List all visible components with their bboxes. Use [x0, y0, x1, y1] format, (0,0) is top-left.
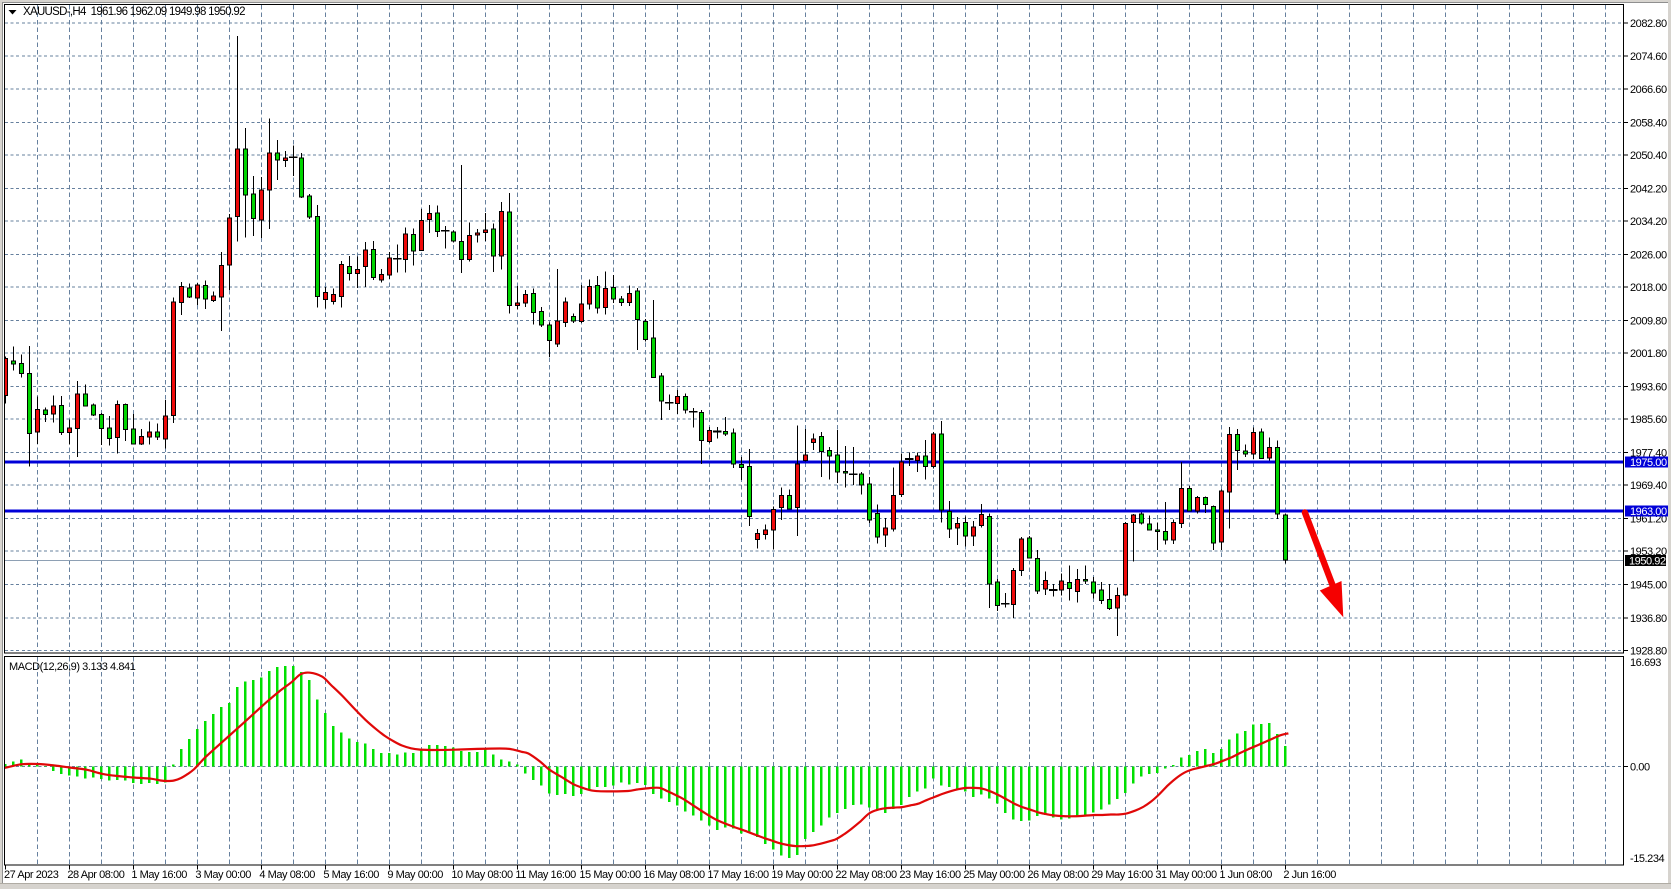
- svg-text:19 May 00:00: 19 May 00:00: [771, 869, 833, 881]
- svg-text:26 May 08:00: 26 May 08:00: [1027, 869, 1089, 881]
- svg-text:3 May 00:00: 3 May 00:00: [195, 869, 251, 881]
- svg-text:1 May 16:00: 1 May 16:00: [131, 869, 187, 881]
- svg-text:10 May 08:00: 10 May 08:00: [451, 869, 513, 881]
- svg-text:1 Jun 08:00: 1 Jun 08:00: [1219, 869, 1272, 881]
- svg-text:2 Jun 16:00: 2 Jun 16:00: [1283, 869, 1336, 881]
- svg-text:31 May 00:00: 31 May 00:00: [1155, 869, 1217, 881]
- svg-text:2009.80: 2009.80: [1630, 315, 1667, 327]
- svg-text:2074.60: 2074.60: [1630, 51, 1667, 63]
- svg-text:27 Apr 2023: 27 Apr 2023: [4, 869, 59, 881]
- svg-text:23 May 16:00: 23 May 16:00: [899, 869, 961, 881]
- svg-text:1985.60: 1985.60: [1630, 414, 1667, 426]
- svg-text:15 May 00:00: 15 May 00:00: [579, 869, 641, 881]
- svg-text:1950.92: 1950.92: [1629, 555, 1666, 567]
- svg-text:1969.40: 1969.40: [1630, 480, 1667, 492]
- svg-text:0.00: 0.00: [1630, 761, 1650, 773]
- svg-text:MACD(12,26,9) 3.133 4.841: MACD(12,26,9) 3.133 4.841: [9, 661, 136, 673]
- svg-text:1993.60: 1993.60: [1630, 381, 1667, 393]
- svg-text:2058.40: 2058.40: [1630, 117, 1667, 129]
- svg-text:22 May 08:00: 22 May 08:00: [835, 869, 897, 881]
- svg-text:4 May 08:00: 4 May 08:00: [259, 869, 315, 881]
- svg-text:16 May 08:00: 16 May 08:00: [643, 869, 705, 881]
- svg-text:5 May 16:00: 5 May 16:00: [323, 869, 379, 881]
- svg-text:2082.80: 2082.80: [1630, 18, 1667, 30]
- svg-text:2066.60: 2066.60: [1630, 84, 1667, 96]
- svg-text:1945.00: 1945.00: [1630, 580, 1667, 592]
- svg-text:2018.00: 2018.00: [1630, 282, 1667, 294]
- svg-text:XAUUSD-,H4 1961.96 1962.09 19: XAUUSD-,H4 1961.96 1962.09 1949.98 1950.…: [23, 6, 245, 18]
- svg-text:2026.00: 2026.00: [1630, 249, 1667, 261]
- svg-text:28 Apr 08:00: 28 Apr 08:00: [67, 869, 124, 881]
- svg-text:1928.80: 1928.80: [1630, 646, 1667, 658]
- svg-text:2042.20: 2042.20: [1630, 183, 1667, 195]
- svg-text:-15.234: -15.234: [1630, 853, 1664, 865]
- svg-text:25 May 00:00: 25 May 00:00: [963, 869, 1025, 881]
- svg-text:17 May 16:00: 17 May 16:00: [707, 869, 769, 881]
- svg-text:2001.80: 2001.80: [1630, 348, 1667, 360]
- svg-text:2034.20: 2034.20: [1630, 216, 1667, 228]
- svg-text:29 May 16:00: 29 May 16:00: [1091, 869, 1153, 881]
- svg-text:1963.00: 1963.00: [1630, 506, 1667, 518]
- svg-text:2050.40: 2050.40: [1630, 150, 1667, 162]
- svg-text:16.693: 16.693: [1630, 657, 1661, 669]
- svg-text:1936.80: 1936.80: [1630, 613, 1667, 625]
- svg-text:1975.00: 1975.00: [1630, 457, 1667, 469]
- svg-text:9 May 00:00: 9 May 00:00: [387, 869, 443, 881]
- svg-text:11 May 16:00: 11 May 16:00: [515, 869, 576, 881]
